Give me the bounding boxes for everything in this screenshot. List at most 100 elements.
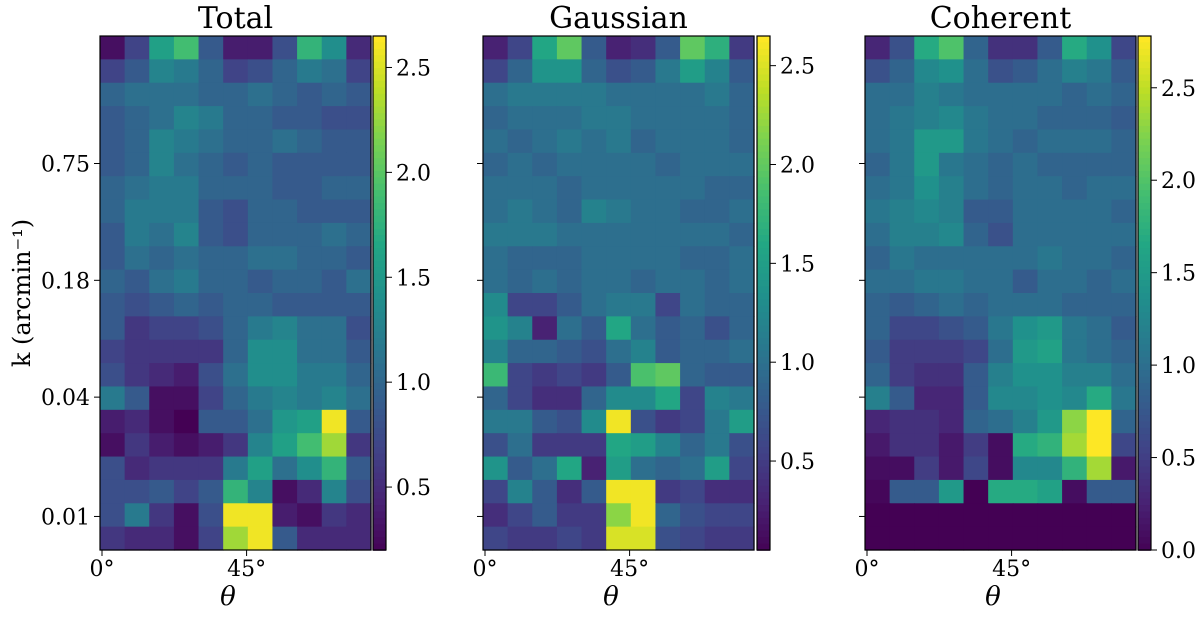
colorbar-segment bbox=[1138, 222, 1151, 230]
heatmap-cell bbox=[532, 316, 558, 341]
heatmap-cell bbox=[507, 386, 533, 411]
heatmap-cell bbox=[729, 36, 755, 60]
colorbar-segment bbox=[1138, 215, 1151, 224]
heatmap-cell bbox=[1111, 199, 1137, 224]
heatmap-cell bbox=[124, 36, 150, 60]
colorbar-segment bbox=[1138, 479, 1151, 487]
heatmap-cell bbox=[606, 409, 632, 434]
heatmap-cell bbox=[729, 316, 755, 341]
heatmap-cell bbox=[124, 316, 150, 341]
heatmap-cell bbox=[1012, 363, 1039, 388]
heatmap-cell bbox=[680, 316, 706, 341]
colorbar-segment bbox=[373, 421, 386, 429]
heatmap-cell bbox=[247, 433, 274, 458]
colorbar-segment bbox=[757, 215, 770, 224]
heatmap-cell bbox=[704, 199, 730, 224]
heatmap-cell bbox=[1012, 526, 1039, 551]
heatmap-cell bbox=[865, 269, 891, 294]
heatmap-cell bbox=[198, 433, 224, 458]
heatmap-cell bbox=[938, 479, 965, 504]
heatmap-cell bbox=[938, 293, 965, 317]
heatmap-cell bbox=[297, 386, 323, 411]
heatmap-cell bbox=[532, 409, 558, 434]
heatmap-cell bbox=[1086, 409, 1112, 434]
heatmap-cell bbox=[173, 176, 200, 201]
heatmap-cell bbox=[321, 293, 347, 317]
heatmap-cell bbox=[272, 152, 298, 177]
heatmap-cell bbox=[198, 199, 224, 224]
heatmap-cell bbox=[581, 433, 607, 458]
heatmap-cell bbox=[247, 246, 274, 271]
heatmap-cell bbox=[223, 456, 249, 481]
heatmap-cell bbox=[173, 222, 200, 247]
heatmap-cell bbox=[914, 199, 940, 224]
colorbar-segment bbox=[1138, 93, 1151, 102]
colorbar-segment bbox=[1138, 164, 1151, 172]
heatmap-cell bbox=[889, 363, 915, 388]
heatmap-cell bbox=[149, 246, 175, 271]
colorbar-segment bbox=[1138, 55, 1151, 63]
heatmap-cell bbox=[606, 152, 632, 177]
heatmap-cell bbox=[1062, 176, 1088, 201]
heatmap-cell bbox=[1062, 479, 1088, 504]
heatmap-cell bbox=[173, 199, 200, 224]
heatmap-cell bbox=[680, 82, 706, 107]
heatmap-cell bbox=[581, 82, 607, 107]
colorbar-segment bbox=[373, 395, 386, 404]
colorbar-tick-label: 1.5 bbox=[780, 252, 815, 277]
heatmap-cell bbox=[1012, 222, 1039, 247]
heatmap-cell bbox=[889, 503, 915, 528]
heatmap-cell bbox=[914, 503, 940, 528]
heatmap-cell bbox=[704, 503, 730, 528]
heatmap-cell bbox=[556, 503, 583, 528]
heatmap-cell bbox=[100, 82, 126, 107]
colorbar-segment bbox=[373, 305, 386, 314]
heatmap-cell bbox=[272, 503, 298, 528]
heatmap-cell bbox=[655, 36, 681, 60]
heatmap-cell bbox=[655, 503, 681, 528]
heatmap-cell bbox=[507, 339, 533, 364]
colorbar-segment bbox=[1138, 415, 1151, 423]
heatmap-cell bbox=[483, 82, 509, 107]
colorbar-segment bbox=[757, 260, 770, 269]
heatmap-cell bbox=[963, 222, 989, 247]
heatmap-cell bbox=[198, 293, 224, 317]
heatmap-cell bbox=[272, 269, 298, 294]
heatmap-cell bbox=[297, 456, 323, 481]
colorbar-segment bbox=[1138, 427, 1151, 436]
heatmap-cell bbox=[223, 316, 249, 341]
colorbar-segment bbox=[757, 331, 770, 339]
heatmap-cell bbox=[680, 199, 706, 224]
heatmap-cell bbox=[1037, 199, 1063, 224]
heatmap-cell bbox=[729, 82, 755, 107]
colorbar-segment bbox=[373, 402, 386, 410]
colorbar-segment bbox=[757, 389, 770, 397]
colorbar-segment bbox=[373, 254, 386, 262]
heatmap-cell bbox=[483, 152, 509, 177]
colorbar-segment bbox=[757, 312, 770, 320]
heatmap-cell bbox=[483, 246, 509, 271]
colorbar-segment bbox=[373, 357, 386, 365]
colorbar-frame bbox=[756, 35, 771, 551]
heatmap-cell bbox=[680, 222, 706, 247]
heatmap-cell bbox=[149, 433, 175, 458]
heatmap-cell bbox=[963, 503, 989, 528]
colorbar-segment bbox=[1138, 293, 1151, 301]
heatmap-cell bbox=[321, 456, 347, 481]
heatmap-cell bbox=[149, 339, 175, 364]
heatmap-cell bbox=[988, 82, 1014, 107]
heatmap-cell bbox=[865, 479, 891, 504]
heatmap-cell bbox=[483, 456, 509, 481]
heatmap-cell bbox=[938, 456, 965, 481]
heatmap-cell bbox=[507, 293, 533, 317]
heatmap-cell bbox=[124, 59, 150, 84]
heatmap-cell bbox=[1012, 479, 1039, 504]
colorbar-segment bbox=[1138, 485, 1151, 493]
heatmap-cell bbox=[532, 479, 558, 504]
heatmap-cell bbox=[532, 82, 558, 107]
colorbar-segment bbox=[1138, 363, 1151, 371]
heatmap-cell bbox=[124, 433, 150, 458]
heatmap-cell bbox=[1111, 269, 1137, 294]
heatmap-cell bbox=[1086, 456, 1112, 481]
colorbar-segment bbox=[373, 299, 386, 307]
